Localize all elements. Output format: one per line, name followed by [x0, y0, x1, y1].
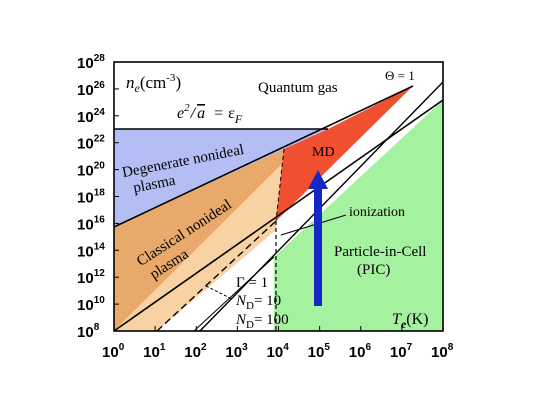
label-theta: Θ = 1 [385, 68, 415, 83]
x-tick-label: 108 [431, 342, 454, 361]
label-ionization: ionization [349, 205, 405, 220]
md-boundary-dashed [275, 148, 285, 222]
region-classical-dark [114, 149, 284, 331]
gamma-pointer [205, 285, 233, 300]
y-tick-label: 1022 [77, 134, 105, 153]
degeneracy-line [113, 85, 414, 228]
x-tick-label: 105 [308, 342, 331, 361]
y-tick-label: 1010 [77, 295, 105, 314]
label-fermi-condition: e2/a = εF [177, 102, 243, 126]
y-tick-label: 1014 [77, 241, 105, 260]
y-tick-labels: 108 1010 1012 1014 1016 1018 1020 1022 1024 1026 1… [77, 53, 105, 341]
x-tick-labels: 100 101 102 103 104 105 106 107 108 [102, 342, 454, 361]
x-tick-label: 103 [225, 342, 248, 361]
x-tick-label: 107 [390, 342, 413, 361]
y-tick-label: 1028 [77, 53, 105, 72]
label-md: MD [312, 145, 335, 160]
x-tick-label: 102 [184, 342, 207, 361]
label-nd10: ND= 10 [235, 293, 281, 312]
label-pic-2: (PIC) [357, 262, 390, 278]
md-arrow-head [308, 170, 328, 189]
y-tick-label: 1018 [77, 188, 105, 207]
y-tick-label: 1016 [77, 214, 105, 233]
x-tick-label: 100 [102, 342, 125, 361]
tick-marks [113, 61, 444, 332]
x-axis-label: Te(K) [392, 311, 428, 331]
label-gamma: Γ = 1 [236, 275, 268, 291]
nd10-line [156, 220, 277, 332]
label-pic-1: Particle-in-Cell [334, 244, 426, 260]
md-arrow-shaft [314, 187, 322, 306]
y-tick-label: 1026 [77, 80, 105, 99]
x-tick-label: 106 [349, 342, 372, 361]
label-quantum-gas: Quantum gas [258, 80, 338, 96]
region-classical-light [114, 162, 284, 331]
x-tick-label: 101 [143, 342, 166, 361]
y-tick-label: 1024 [77, 107, 105, 126]
y-tick-label: 1020 [77, 161, 105, 180]
ionization-pointer [280, 214, 347, 236]
x-tick-label: 104 [267, 342, 290, 361]
y-tick-label: 1012 [77, 268, 105, 287]
y-axis-label: ne(cm-3) [126, 72, 181, 95]
nd100-line [193, 256, 275, 332]
y-tick-label: 108 [77, 322, 100, 341]
label-nd100: ND= 100 [235, 312, 289, 331]
